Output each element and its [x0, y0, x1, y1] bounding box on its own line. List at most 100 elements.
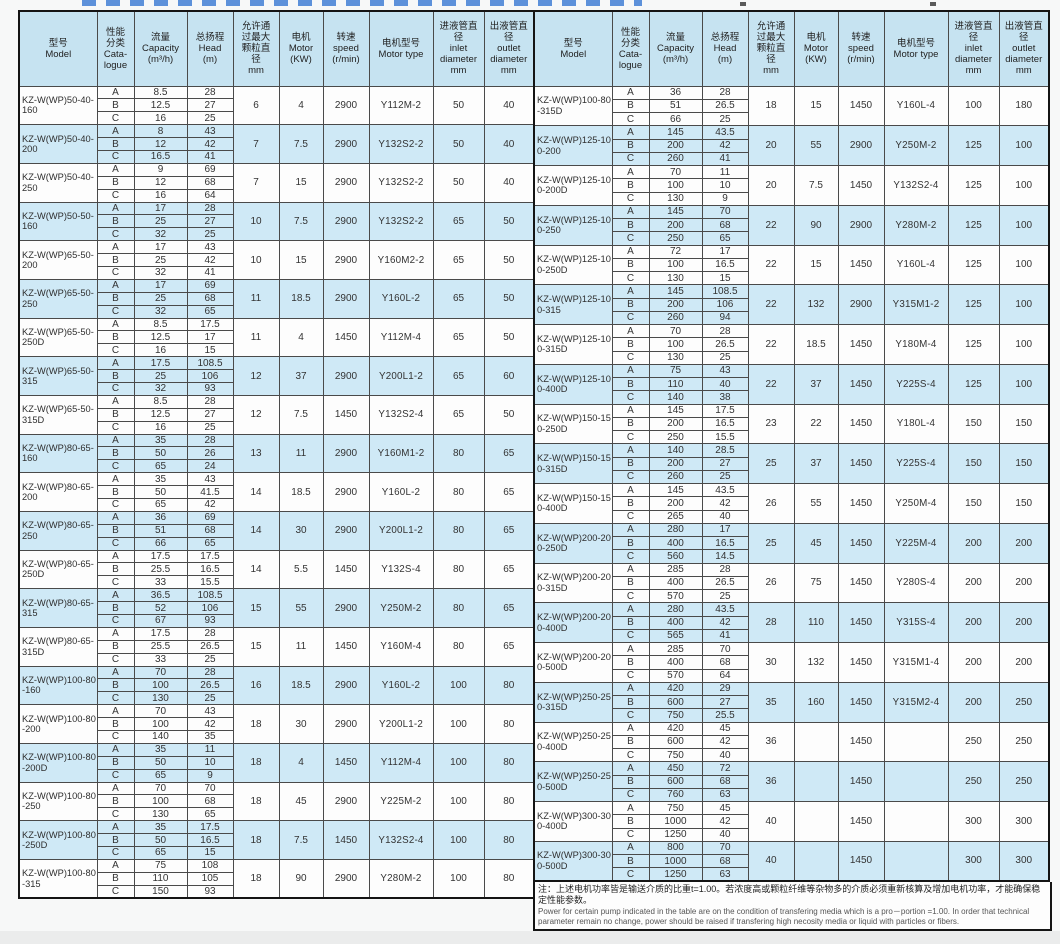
- capacity-cell: 8: [133, 124, 188, 139]
- head-cell: 41.5: [186, 485, 234, 499]
- spec-row: KZ-W(WP)65-50-250D A 8.5 17.5 11 4 1450 Y112M-4…: [18, 317, 535, 358]
- outlet-diameter-cell: 50: [483, 394, 535, 435]
- particle-size-cell: 20: [747, 125, 795, 166]
- particle-size-cell: 26: [747, 562, 795, 604]
- spec-row: KZ-W(WP)125-100-315 A 145 108.5 22 132 2900 Y31…: [533, 284, 1050, 325]
- speed-cell: 2900: [322, 433, 370, 474]
- motor-type-cell: Y132S-4: [368, 549, 434, 590]
- spec-row: KZ-W(WP)100-80-160 A 70 28 16 18.5 2900 Y160L-2…: [18, 665, 535, 706]
- catalogue-cell: A: [96, 356, 135, 371]
- capacity-cell: 800: [648, 840, 703, 856]
- motor-type-cell: Y180M-4: [883, 324, 949, 365]
- capacity-cell: 145: [648, 403, 703, 418]
- capacity-cell: 35: [133, 472, 188, 487]
- catalogue-cell: A: [611, 164, 650, 180]
- capacity-cell: 70: [133, 704, 188, 719]
- model-cell: KZ-W(WP)250-250-315D: [533, 681, 613, 723]
- catalogue-cell: B: [611, 655, 650, 670]
- inlet-diameter-cell: 100: [432, 704, 485, 744]
- motor-power-cell: 37: [793, 363, 839, 405]
- inlet-diameter-cell: 65: [432, 356, 485, 396]
- capacity-cell: 285: [648, 562, 703, 577]
- catalogue-cell: C: [96, 188, 135, 203]
- capacity-cell: 200: [648, 217, 703, 233]
- particle-size-cell: 36: [747, 761, 795, 802]
- capacity-cell: 1000: [648, 814, 703, 829]
- outlet-diameter-cell: 250: [998, 721, 1050, 763]
- capacity-cell: 400: [648, 575, 703, 591]
- outlet-diameter-cell: 300: [998, 801, 1050, 842]
- speed-cell: 1450: [837, 681, 885, 723]
- catalogue-cell: C: [611, 469, 650, 485]
- catalogue-cell: B: [611, 535, 650, 551]
- speed-cell: 1450: [837, 522, 885, 564]
- catalogue-cell: C: [96, 846, 135, 860]
- capacity-cell: 100: [648, 178, 703, 193]
- catalogue-cell: C: [96, 304, 135, 319]
- catalogue-cell: C: [96, 227, 135, 242]
- head-cell: 28: [186, 201, 234, 216]
- motor-type-cell: Y160L-2: [368, 472, 434, 512]
- catalogue-cell: C: [96, 111, 135, 126]
- catalogue-cell: B: [96, 214, 135, 229]
- catalogue-cell: B: [611, 456, 650, 471]
- catalogue-cell: C: [611, 867, 650, 882]
- capacity-cell: 140: [648, 390, 703, 405]
- catalogue-cell: B: [611, 416, 650, 432]
- head-cell: 40: [701, 376, 749, 392]
- capacity-cell: 130: [133, 807, 188, 822]
- speed-cell: 1450: [837, 165, 885, 206]
- spec-row: C 16.5 41: [19, 149, 534, 164]
- spec-row: C 150 93: [19, 884, 534, 899]
- particle-size-cell: 18: [747, 85, 795, 127]
- capacity-cell: 50: [133, 755, 188, 770]
- head-cell: 94: [701, 310, 749, 326]
- catalogue-cell: C: [96, 149, 135, 164]
- model-cell: KZ-W(WP)100-80-250: [18, 781, 98, 822]
- inlet-diameter-cell: 100: [947, 85, 1000, 127]
- column-header-speed: 转速 speed (r/min): [322, 10, 370, 87]
- capacity-cell: 200: [648, 416, 703, 432]
- spec-row: KZ-W(WP)300-300-400D A 750 45 40 1450 300 300: [533, 800, 1050, 842]
- inlet-diameter-cell: 50: [432, 162, 485, 203]
- motor-power-cell: 45: [793, 522, 839, 564]
- motor-type-cell: Y250M-2: [368, 588, 434, 628]
- catalogue-cell: A: [611, 562, 650, 577]
- outlet-diameter-cell: 100: [998, 324, 1050, 365]
- spec-row: B 400 68: [534, 655, 1049, 670]
- motor-type-cell: [883, 721, 949, 763]
- spec-row: C 65 9: [19, 768, 534, 783]
- column-header-head: 总扬程 Head (m): [701, 10, 749, 87]
- inlet-diameter-cell: 65: [432, 394, 485, 435]
- catalogue-cell: B: [611, 496, 650, 511]
- catalogue-cell: B: [96, 446, 135, 461]
- spec-row: KZ-W(WP)250-250-400D A 420 45 36 1450 250 250: [533, 721, 1050, 763]
- catalogue-cell: C: [96, 614, 135, 628]
- motor-power-cell: 7.5: [278, 820, 324, 860]
- head-cell: 106: [701, 297, 749, 312]
- model-cell: KZ-W(WP)80-65-200: [18, 472, 98, 512]
- model-cell: KZ-W(WP)80-65-315: [18, 588, 98, 628]
- capacity-cell: 65: [133, 498, 188, 512]
- catalogue-cell: A: [96, 510, 135, 525]
- motor-power-cell: 45: [278, 781, 324, 822]
- head-cell: 9: [701, 191, 749, 206]
- capacity-cell: 130: [133, 691, 188, 706]
- head-cell: 42: [701, 814, 749, 829]
- head-cell: 15.5: [186, 575, 234, 590]
- head-cell: 70: [701, 204, 749, 220]
- motor-power-cell: 18.5: [278, 278, 324, 319]
- spec-row: KZ-W(WP)80-65-315D A 17.5 28 15 11 1450 Y160M-4…: [18, 626, 535, 667]
- head-cell: 24: [186, 459, 234, 474]
- head-cell: 27: [186, 214, 234, 229]
- head-cell: 38: [701, 390, 749, 405]
- catalogue-cell: C: [611, 509, 650, 524]
- head-cell: 26.5: [701, 98, 749, 114]
- speed-cell: 1450: [837, 801, 885, 842]
- spec-row: C 33 15.5: [19, 575, 534, 590]
- speed-cell: 2900: [322, 781, 370, 822]
- speed-cell: 2900: [322, 665, 370, 706]
- spec-row: C 760 63: [534, 787, 1049, 803]
- catalogue-cell: C: [611, 787, 650, 803]
- motor-type-cell: Y112M-2: [368, 85, 434, 126]
